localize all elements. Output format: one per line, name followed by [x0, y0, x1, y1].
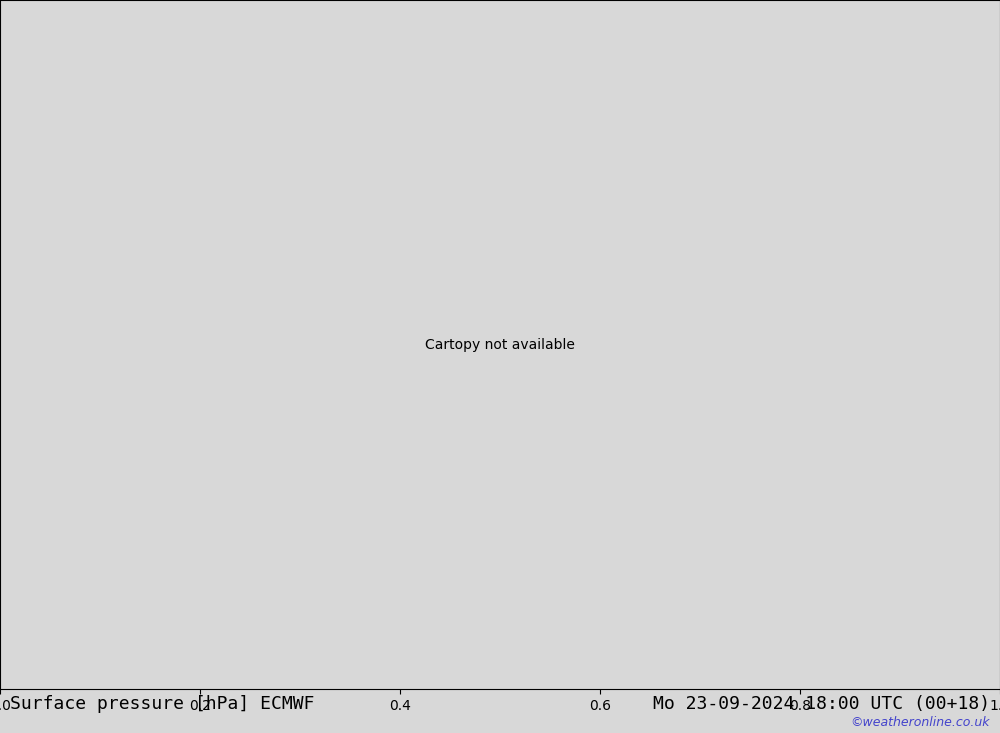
Text: Surface pressure [hPa] ECMWF: Surface pressure [hPa] ECMWF — [10, 695, 314, 712]
Text: Cartopy not available: Cartopy not available — [425, 337, 575, 352]
Text: ©weatheronline.co.uk: ©weatheronline.co.uk — [850, 716, 990, 729]
Text: Mo 23-09-2024 18:00 UTC (00+18): Mo 23-09-2024 18:00 UTC (00+18) — [653, 695, 990, 712]
